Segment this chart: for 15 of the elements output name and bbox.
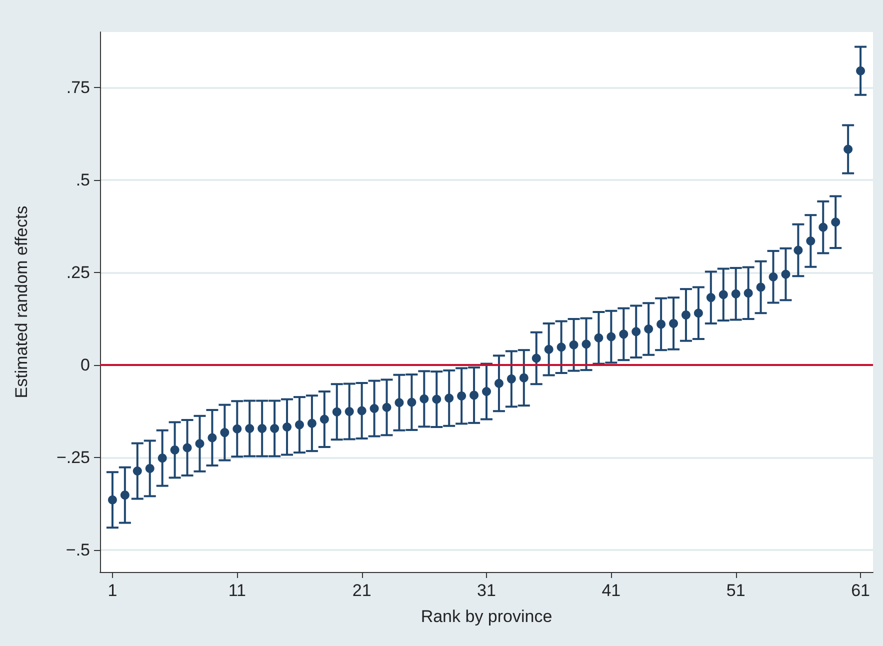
x-tick-label: 41 [602, 581, 621, 600]
x-tick-label: 31 [477, 581, 496, 600]
y-tick-label: .25 [66, 262, 90, 282]
x-tick-label: 1 [108, 581, 118, 600]
y-tick-label: .75 [66, 78, 90, 97]
x-tick-label: 21 [352, 581, 372, 600]
y-tick-label: 0 [80, 355, 90, 374]
y-tick-label: .5 [76, 170, 90, 190]
y-axis-title: Estimated random effects [12, 206, 31, 398]
y-tick-label: −.5 [66, 540, 90, 560]
x-tick-label: 51 [726, 581, 746, 600]
x-tick-label: 61 [851, 581, 870, 600]
x-axis-title: Rank by province [420, 607, 552, 626]
y-tick-label: −.25 [56, 448, 90, 467]
x-tick-label: 11 [228, 581, 246, 600]
